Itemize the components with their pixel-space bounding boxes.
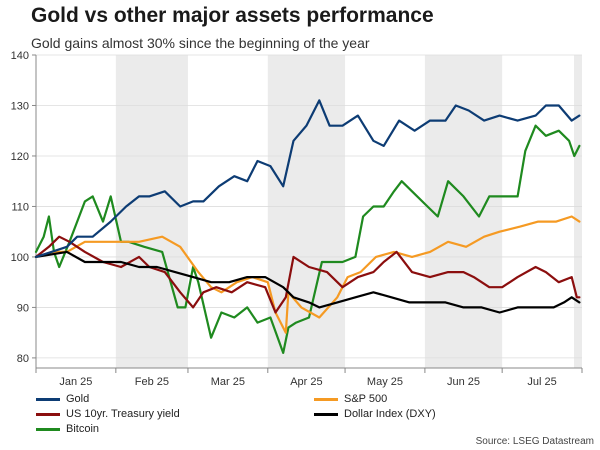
- x-tick-label: Jun 25: [447, 376, 480, 388]
- legend-item-bitcoin: Bitcoin: [36, 422, 99, 436]
- legend-swatch-dxy: [314, 412, 338, 416]
- chart-subtitle: Gold gains almost 30% since the beginnin…: [31, 35, 370, 51]
- x-tick-label: Feb 25: [135, 376, 169, 388]
- x-tick-label: Jan 25: [59, 376, 92, 388]
- legend-label-bitcoin: Bitcoin: [66, 423, 100, 435]
- series-line-us10y: [34, 235, 581, 314]
- legend-item-us10y: US 10yr. Treasury yield: [36, 407, 180, 421]
- x-tick-label: Apr 25: [290, 376, 322, 388]
- source-note: Source: LSEG Datastream: [475, 436, 594, 447]
- y-tick-label: 120: [11, 151, 29, 163]
- x-tick-label: Mar 25: [211, 376, 245, 388]
- y-tick-label: 80: [17, 353, 29, 365]
- legend-label-dxy: Dollar Index (DXY): [344, 408, 436, 420]
- y-tick-label: 130: [11, 100, 29, 112]
- legend-label-us10y: US 10yr. Treasury yield: [66, 408, 180, 420]
- legend-label-sp500: S&P 500: [344, 393, 388, 405]
- series-line-bitcoin: [34, 124, 581, 354]
- shaded-month-band: [574, 55, 582, 368]
- legend-swatch-gold: [36, 397, 60, 401]
- x-tick-label: Jul 25: [527, 376, 556, 388]
- shaded-month-band: [267, 55, 346, 368]
- legend-item-sp500: S&P 500: [314, 392, 387, 406]
- y-tick-label: 110: [11, 201, 29, 213]
- chart-legend: Gold US 10yr. Treasury yield Bitcoin S&P…: [36, 392, 596, 438]
- chart-title: Gold vs other major assets performance: [31, 4, 434, 27]
- shaded-month-band: [424, 55, 503, 368]
- legend-item-dxy: Dollar Index (DXY): [314, 407, 436, 421]
- legend-swatch-us10y: [36, 412, 60, 416]
- x-tick-label: May 25: [367, 376, 403, 388]
- series-line-gold: [34, 99, 581, 258]
- y-tick-label: 90: [17, 302, 29, 314]
- series-line-dxy: [34, 250, 581, 314]
- legend-swatch-sp500: [314, 397, 338, 401]
- y-tick-label: 100: [11, 252, 29, 264]
- legend-swatch-bitcoin: [36, 427, 60, 431]
- y-tick-label: 140: [11, 50, 29, 62]
- shaded-month-band: [115, 55, 188, 368]
- legend-label-gold: Gold: [66, 393, 90, 405]
- legend-item-gold: Gold: [36, 392, 89, 406]
- series-line-sp500: [34, 215, 581, 334]
